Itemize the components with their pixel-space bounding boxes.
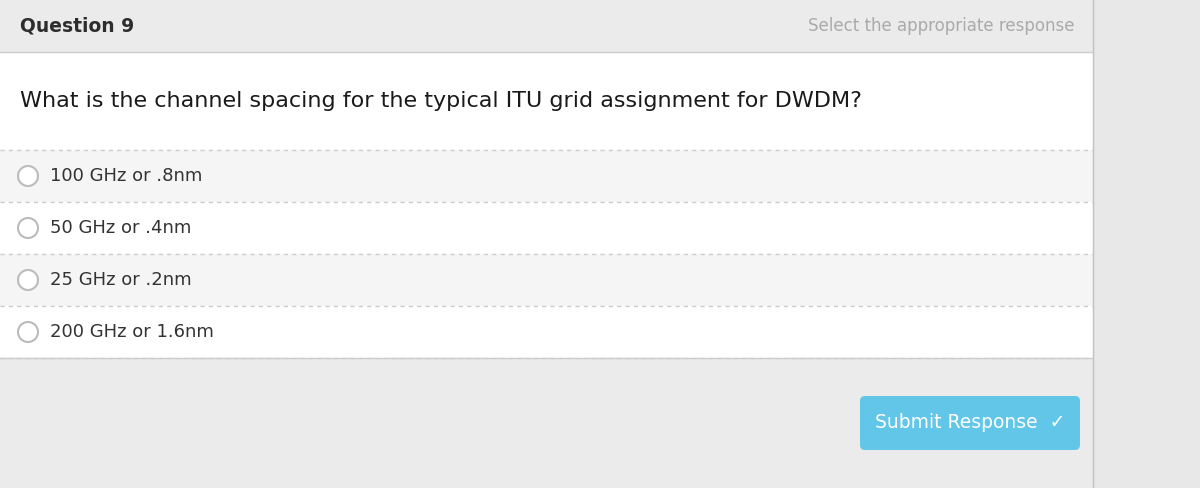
Text: 200 GHz or 1.6nm: 200 GHz or 1.6nm bbox=[50, 323, 214, 341]
FancyBboxPatch shape bbox=[0, 306, 1093, 358]
Text: 100 GHz or .8nm: 100 GHz or .8nm bbox=[50, 167, 203, 185]
FancyBboxPatch shape bbox=[0, 202, 1093, 254]
Text: Question 9: Question 9 bbox=[20, 17, 134, 36]
FancyBboxPatch shape bbox=[0, 150, 1093, 202]
Text: 25 GHz or .2nm: 25 GHz or .2nm bbox=[50, 271, 192, 289]
FancyBboxPatch shape bbox=[1093, 0, 1200, 488]
Text: Submit Response  ✓: Submit Response ✓ bbox=[875, 413, 1066, 432]
FancyBboxPatch shape bbox=[0, 0, 1093, 52]
Circle shape bbox=[18, 322, 38, 342]
Text: Select the appropriate response: Select the appropriate response bbox=[809, 17, 1075, 35]
Text: 50 GHz or .4nm: 50 GHz or .4nm bbox=[50, 219, 191, 237]
Circle shape bbox=[18, 218, 38, 238]
FancyBboxPatch shape bbox=[860, 396, 1080, 450]
FancyBboxPatch shape bbox=[0, 52, 1093, 150]
FancyBboxPatch shape bbox=[0, 358, 1093, 488]
Circle shape bbox=[18, 270, 38, 290]
FancyBboxPatch shape bbox=[0, 254, 1093, 306]
Text: What is the channel spacing for the typical ITU grid assignment for DWDM?: What is the channel spacing for the typi… bbox=[20, 91, 862, 111]
Circle shape bbox=[18, 166, 38, 186]
